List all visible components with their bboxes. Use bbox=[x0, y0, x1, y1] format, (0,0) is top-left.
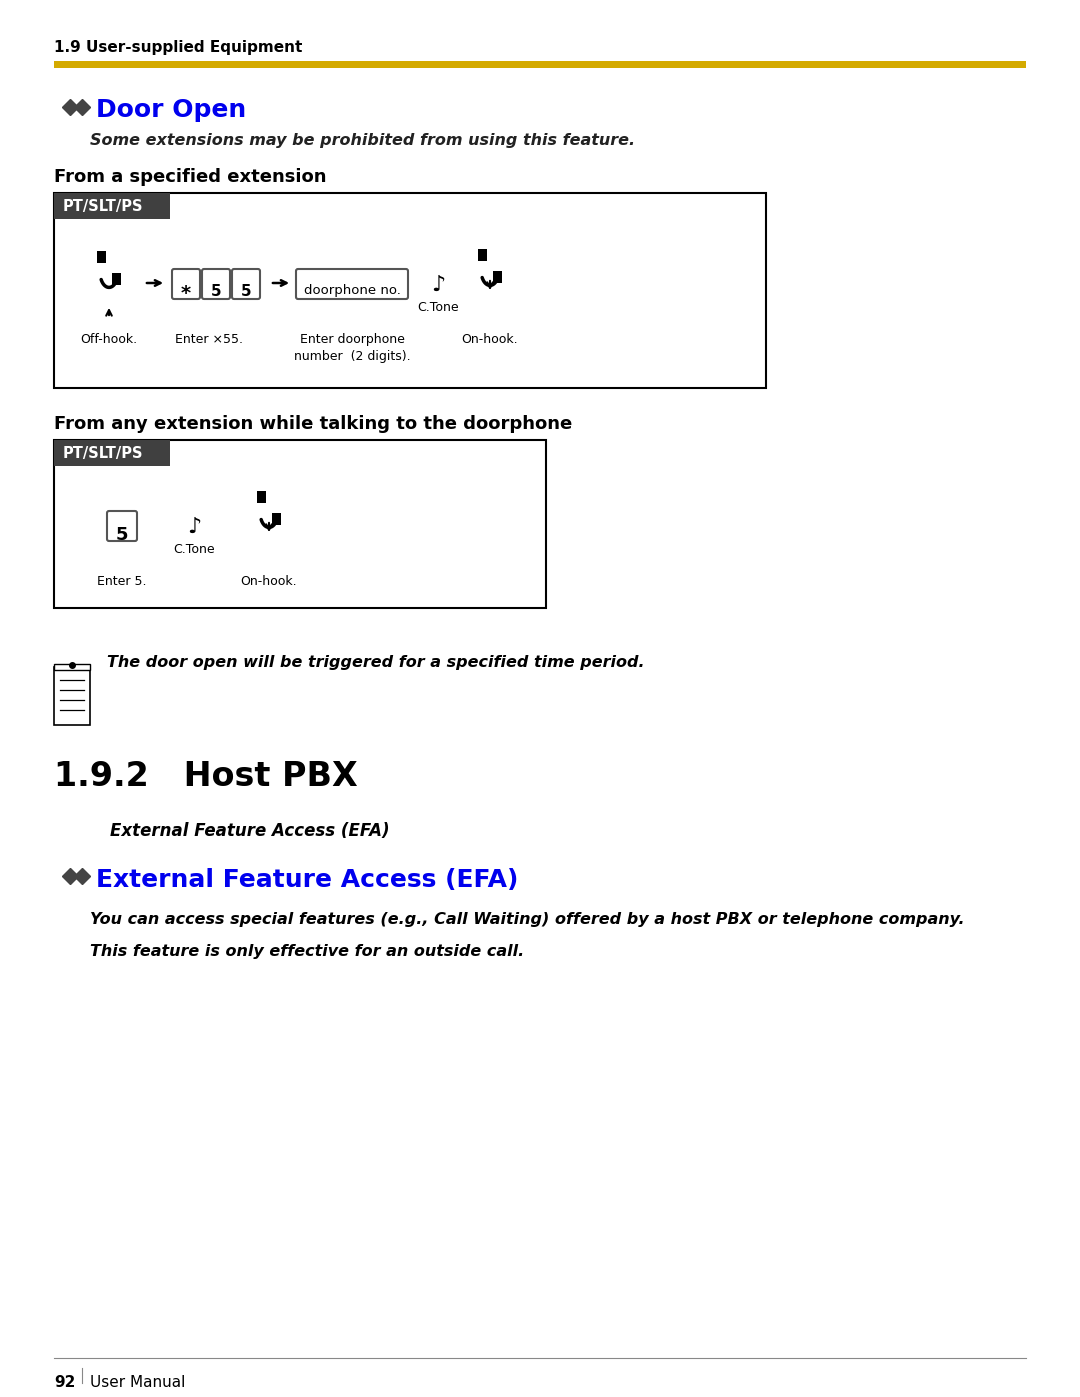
Text: Enter 5.: Enter 5. bbox=[97, 576, 147, 588]
Text: 5: 5 bbox=[211, 284, 221, 299]
FancyBboxPatch shape bbox=[296, 270, 408, 299]
Text: C.Tone: C.Tone bbox=[417, 300, 459, 314]
Text: 92: 92 bbox=[54, 1375, 76, 1390]
Text: *: * bbox=[181, 284, 191, 303]
Bar bbox=[257, 490, 266, 503]
Text: 1.9.2   Host PBX: 1.9.2 Host PBX bbox=[54, 760, 357, 793]
Bar bbox=[54, 440, 546, 608]
Text: Some extensions may be prohibited from using this feature.: Some extensions may be prohibited from u… bbox=[90, 133, 635, 148]
Bar bbox=[54, 440, 170, 467]
Bar bbox=[54, 664, 90, 671]
Text: C.Tone: C.Tone bbox=[173, 543, 215, 556]
Bar bbox=[54, 193, 170, 219]
Bar bbox=[97, 251, 106, 263]
Text: 5: 5 bbox=[241, 284, 252, 299]
Text: Enter ×55.: Enter ×55. bbox=[175, 332, 243, 346]
FancyBboxPatch shape bbox=[107, 511, 137, 541]
Text: External Feature Access (EFA): External Feature Access (EFA) bbox=[110, 821, 390, 840]
Text: PT/SLT/PS: PT/SLT/PS bbox=[63, 198, 144, 214]
Text: External Feature Access (EFA): External Feature Access (EFA) bbox=[96, 868, 518, 893]
Text: From any extension while talking to the doorphone: From any extension while talking to the … bbox=[54, 415, 572, 433]
Text: Off-hook.: Off-hook. bbox=[80, 332, 137, 346]
Text: From a specified extension: From a specified extension bbox=[54, 168, 326, 186]
Bar bbox=[54, 193, 766, 388]
Text: This feature is only effective for an outside call.: This feature is only effective for an ou… bbox=[90, 944, 524, 958]
Text: ♪: ♪ bbox=[187, 517, 201, 536]
Text: 1.9 User-supplied Equipment: 1.9 User-supplied Equipment bbox=[54, 41, 302, 54]
Text: PT/SLT/PS: PT/SLT/PS bbox=[63, 446, 144, 461]
Text: Enter doorphone
number  (2 digits).: Enter doorphone number (2 digits). bbox=[294, 332, 410, 363]
FancyBboxPatch shape bbox=[172, 270, 200, 299]
Text: User Manual: User Manual bbox=[90, 1375, 186, 1390]
Bar bbox=[478, 249, 487, 261]
Bar bbox=[112, 272, 121, 285]
Text: The door open will be triggered for a specified time period.: The door open will be triggered for a sp… bbox=[107, 655, 645, 671]
FancyBboxPatch shape bbox=[202, 270, 230, 299]
Text: Door Open: Door Open bbox=[96, 98, 246, 122]
Bar bbox=[54, 666, 90, 725]
Text: ♪: ♪ bbox=[431, 275, 445, 295]
Text: On-hook.: On-hook. bbox=[241, 576, 297, 588]
Bar bbox=[54, 61, 1026, 68]
Text: doorphone no.: doorphone no. bbox=[303, 284, 401, 298]
Text: On-hook.: On-hook. bbox=[461, 332, 518, 346]
Text: You can access special features (e.g., Call Waiting) offered by a host PBX or te: You can access special features (e.g., C… bbox=[90, 912, 964, 928]
Bar bbox=[492, 271, 502, 284]
Text: 5: 5 bbox=[116, 527, 129, 543]
FancyBboxPatch shape bbox=[232, 270, 260, 299]
Bar bbox=[272, 513, 281, 525]
